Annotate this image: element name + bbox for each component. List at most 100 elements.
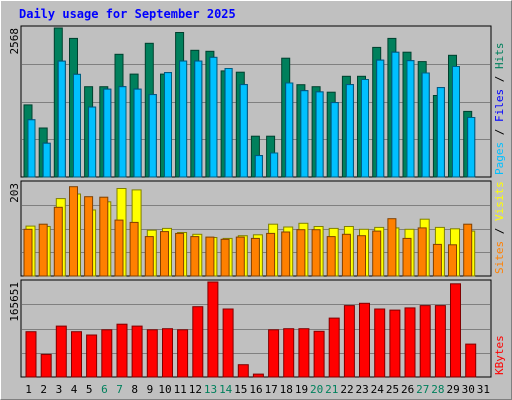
day-label-9: 9 — [147, 383, 154, 396]
bar-hits_files_pages-pages-9 — [148, 94, 157, 178]
bar-hits_files_pages-pages-5 — [88, 106, 97, 178]
day-label-28: 28 — [431, 383, 444, 396]
legend-item-hits: Hits — [493, 43, 506, 70]
day-label-27: 27 — [416, 383, 429, 396]
bar-kbytes-kbytes-6 — [101, 329, 113, 378]
day-label-31: 31 — [477, 383, 490, 396]
day-label-3: 3 — [56, 383, 63, 396]
bar-visits_sites-sites-6 — [99, 196, 109, 277]
day-label-6: 6 — [101, 383, 108, 396]
day-label-24: 24 — [371, 383, 385, 396]
bar-hits_files_pages-pages-28 — [436, 87, 445, 178]
bar-visits_sites-sites-24 — [372, 230, 382, 277]
bar-hits_files_pages-pages-12 — [194, 60, 203, 178]
day-label-29: 29 — [446, 383, 459, 396]
bar-kbytes-kbytes-20 — [313, 330, 325, 378]
legend-item-visits: Visits — [493, 181, 506, 221]
bar-kbytes-kbytes-23 — [359, 302, 370, 378]
bar-visits_sites-sites-21 — [326, 236, 336, 277]
bar-hits_files_pages-pages-25 — [391, 51, 400, 178]
bar-hits_files_pages-pages-1 — [27, 119, 36, 178]
bar-visits_sites-sites-7 — [114, 219, 124, 277]
bar-hits_files_pages-pages-27 — [421, 72, 430, 178]
day-label-26: 26 — [401, 383, 414, 396]
bar-kbytes-kbytes-3 — [55, 325, 67, 378]
day-label-5: 5 — [86, 383, 93, 396]
day-label-12: 12 — [189, 383, 202, 396]
bar-hits_files_pages-pages-13 — [209, 56, 218, 178]
bar-visits_sites-sites-29 — [448, 244, 457, 277]
bar-kbytes-kbytes-8 — [131, 325, 143, 378]
bar-kbytes-kbytes-29 — [450, 283, 461, 378]
chart-title: Daily usage for September 2025 — [19, 7, 236, 21]
bar-hits_files_pages-pages-6 — [103, 88, 112, 178]
day-label-4: 4 — [71, 383, 78, 396]
bar-visits_sites-sites-3 — [53, 206, 63, 277]
bar-kbytes-kbytes-18 — [283, 328, 295, 378]
bar-hits_files_pages-pages-15 — [239, 84, 248, 178]
day-label-21: 21 — [325, 383, 338, 396]
bar-kbytes-kbytes-19 — [298, 328, 310, 378]
ymax-label-hits_files_pages: 2568 — [8, 28, 21, 55]
bar-kbytes-kbytes-25 — [389, 309, 401, 378]
bar-visits_sites-sites-17 — [266, 232, 276, 277]
ymax-label-kbytes: 165651 — [8, 282, 21, 322]
bar-visits_sites-sites-5 — [84, 196, 94, 277]
day-label-23: 23 — [355, 383, 368, 396]
legend-item-sites: Sites — [493, 241, 506, 274]
bar-kbytes-kbytes-16 — [252, 373, 264, 378]
legend-visits_sites: Sites / Visits — [493, 181, 506, 274]
legend-item-files: Files — [493, 89, 506, 122]
bar-hits_files_pages-pages-8 — [133, 88, 142, 178]
bar-kbytes-kbytes-28 — [434, 305, 446, 378]
bar-hits_files_pages-pages-2 — [42, 142, 51, 178]
bar-kbytes-kbytes-15 — [237, 364, 249, 378]
day-label-30: 30 — [462, 383, 475, 396]
day-label-14: 14 — [219, 383, 233, 396]
bar-kbytes-kbytes-17 — [268, 329, 280, 378]
ymax-label-visits_sites: 203 — [8, 183, 21, 203]
bar-visits_sites-sites-11 — [175, 232, 185, 277]
day-label-17: 17 — [265, 383, 278, 396]
bar-hits_files_pages-pages-30 — [467, 117, 476, 178]
bar-hits_files_pages-pages-11 — [179, 60, 188, 178]
bar-visits_sites-sites-9 — [144, 236, 154, 277]
bar-visits_sites-sites-12 — [190, 236, 200, 277]
day-label-10: 10 — [158, 383, 171, 396]
bar-visits_sites-sites-2 — [38, 223, 48, 277]
bar-kbytes-kbytes-5 — [86, 334, 98, 378]
day-label-2: 2 — [40, 383, 47, 396]
bar-kbytes-kbytes-27 — [419, 305, 431, 378]
bar-visits_sites-sites-20 — [311, 229, 321, 277]
legend-separator: / — [493, 122, 506, 142]
bar-hits_files_pages-pages-19 — [300, 90, 309, 178]
bar-hits_files_pages-pages-24 — [376, 59, 385, 178]
bar-visits_sites-sites-1 — [23, 228, 33, 277]
bar-hits_files_pages-pages-20 — [315, 91, 324, 178]
bar-kbytes-kbytes-30 — [465, 343, 477, 378]
day-label-7: 7 — [116, 383, 123, 396]
bar-kbytes-kbytes-1 — [25, 331, 37, 378]
bar-visits_sites-sites-8 — [129, 221, 139, 277]
legend-kbytes: KBytes — [493, 335, 506, 375]
legend-separator: / — [493, 221, 506, 241]
bar-hits_files_pages-pages-22 — [345, 84, 354, 178]
bar-kbytes-kbytes-7 — [116, 323, 128, 378]
legend-separator: / — [493, 69, 506, 89]
day-label-13: 13 — [204, 383, 217, 396]
day-label-22: 22 — [340, 383, 353, 396]
bar-kbytes-kbytes-26 — [404, 307, 416, 378]
bar-kbytes-kbytes-11 — [177, 329, 189, 378]
bar-hits_files_pages-pages-21 — [330, 102, 339, 178]
bar-hits_files_pages-pages-16 — [254, 155, 263, 178]
day-label-15: 15 — [234, 383, 247, 396]
bar-visits_sites-sites-22 — [341, 233, 351, 277]
bar-visits_sites-sites-15 — [235, 236, 245, 277]
bar-kbytes-kbytes-9 — [146, 329, 158, 378]
bar-visits_sites-sites-25 — [387, 218, 397, 277]
bar-hits_files_pages-pages-17 — [270, 152, 279, 178]
bar-hits_files_pages-pages-26 — [406, 60, 415, 178]
bar-kbytes-kbytes-2 — [40, 353, 52, 378]
bar-kbytes-kbytes-21 — [328, 317, 340, 378]
day-label-11: 11 — [174, 383, 187, 396]
